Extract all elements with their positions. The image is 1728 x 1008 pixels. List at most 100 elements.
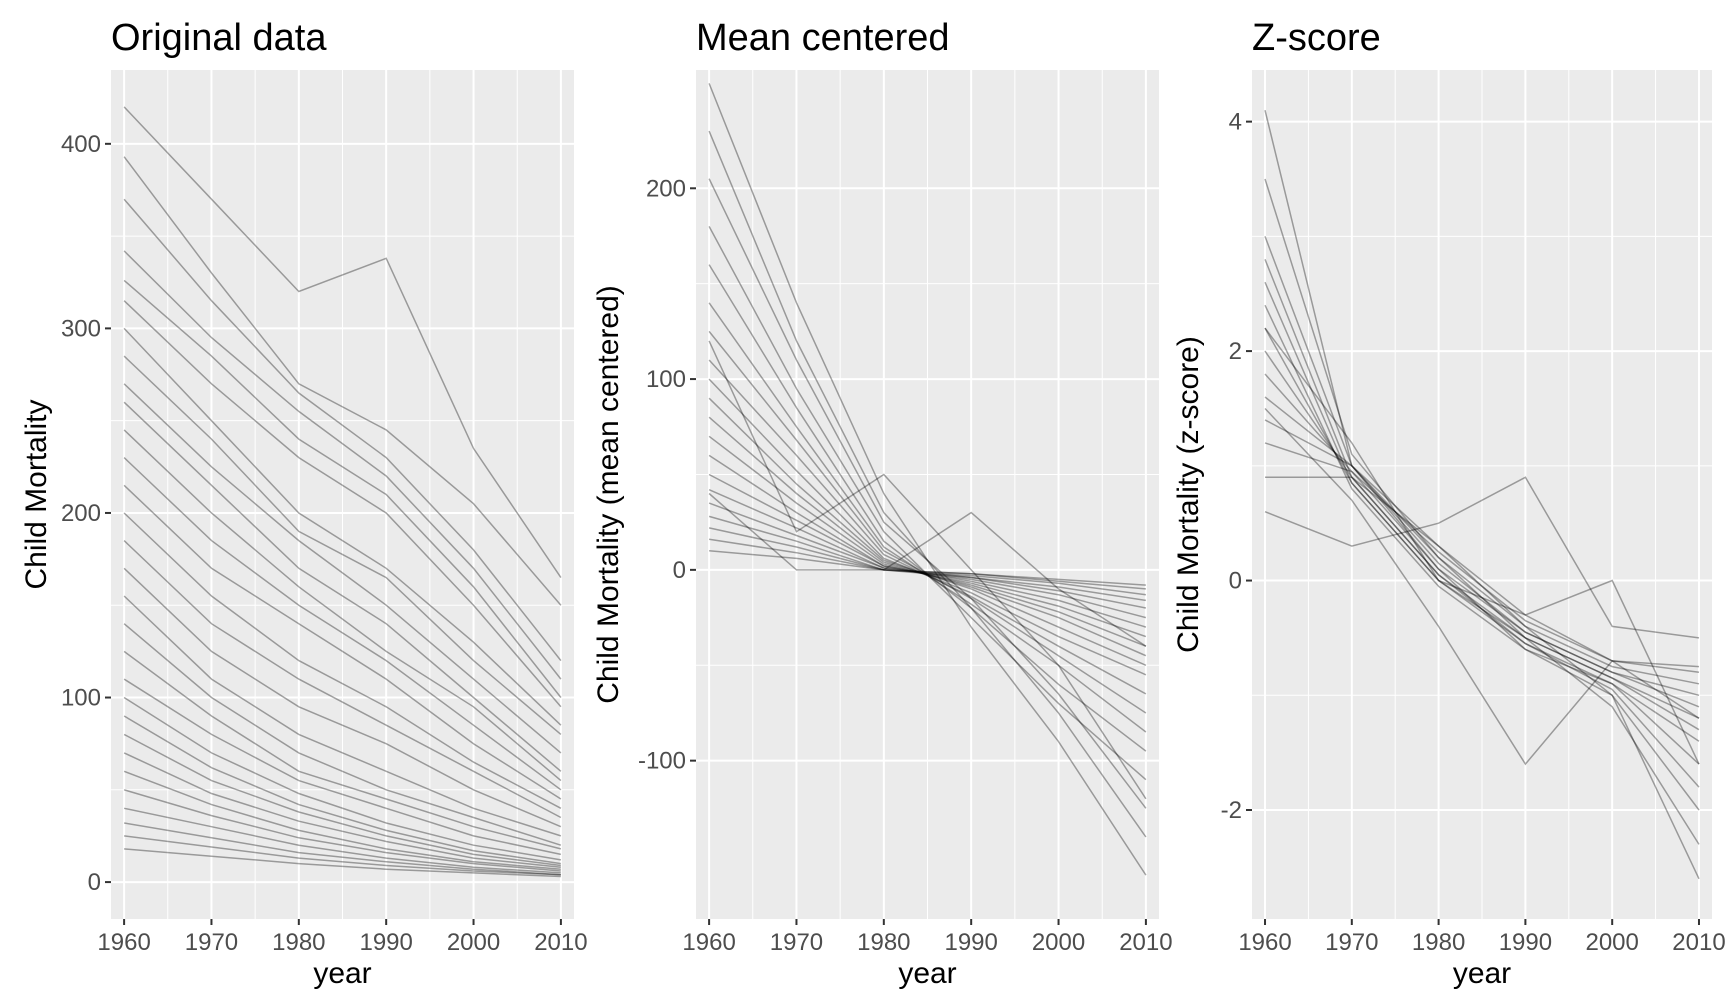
series-line [1264,476,1700,639]
y-tick-label: -100 [638,748,686,775]
series-line [123,715,562,865]
x-tick-label: 1970 [1325,929,1378,956]
series-line [124,835,561,876]
y-tick-label: 2 [1229,338,1242,365]
series-group [708,83,1147,876]
series-line [123,383,562,754]
panel-3: 1960 1970 1980 1990 2000 2010 -2 0 2 4 Z-score year… [1172,17,1726,990]
series-line [708,502,1147,609]
series-line [1264,304,1700,742]
series-line [1264,110,1700,880]
x-tick-label: 1990 [1499,929,1552,956]
y-tick-label: 100 [61,685,101,712]
x-tick-label: 2010 [1119,929,1172,956]
y-axis-title: Child Mortality [20,399,53,589]
y-axis-title: Child Mortality (mean centered) [592,285,625,704]
series-line [123,300,562,708]
series-line [123,807,561,874]
series-line [1264,350,1700,719]
series-line [708,527,1146,596]
x-tick-label: 1980 [272,929,325,956]
series-line [123,770,561,870]
x-tick-label: 2000 [1585,929,1638,956]
series-line [123,457,562,791]
series-line [708,489,1147,619]
y-tick-label: 4 [1229,109,1242,136]
x-tick-label: 2000 [1032,929,1085,956]
series-line [708,178,1147,809]
y-tick-label: 0 [88,869,101,896]
series-line [123,106,562,579]
series-line [708,359,1147,695]
x-tick-label: 1980 [1412,929,1465,956]
series-line [1264,327,1700,765]
series-line [124,848,561,878]
series-line [1264,178,1700,845]
series-line [123,327,562,726]
series-line [708,264,1147,752]
series-line [708,397,1147,666]
x-tick-label: 1990 [359,929,412,956]
x-tick-label: 2010 [534,929,587,956]
series-line [1264,396,1700,697]
series-line [123,512,562,809]
y-tick-label: 100 [646,366,686,393]
x-tick-label: 1960 [97,929,150,956]
panel-title: Mean centered [696,17,950,59]
series-line [708,130,1147,838]
series-line [708,435,1147,647]
series-line [1265,476,1700,668]
series-line [708,454,1147,638]
series-line [709,550,1146,586]
series-line [708,340,1147,800]
x-tick-label: 1970 [185,929,238,956]
series-line [708,538,1146,590]
series-line [123,540,562,819]
series-line [123,279,562,698]
panel-2: 1960 1970 1980 1990 2000 2010 -100 0 100 200 Mean … [592,17,1173,990]
y-tick-label: 300 [61,315,101,342]
series-line [708,473,1147,628]
series-line [123,484,562,800]
series-group [1264,110,1700,880]
series-line [708,515,1147,602]
series-line [123,822,561,876]
series-line [1264,327,1700,731]
series-line [1264,419,1700,685]
series-line [708,226,1147,781]
series-line [123,678,562,856]
series-line [708,83,1147,876]
series-line [708,378,1147,676]
x-tick-label: 2010 [1672,929,1725,956]
panel-title: Z-score [1252,17,1381,59]
series-line [123,401,562,772]
x-tick-label: 1960 [1238,929,1291,956]
series-line [1264,442,1700,674]
series-line [1264,373,1700,708]
series-group [123,106,562,878]
series-line [708,492,1147,647]
series-line [1264,236,1700,811]
series-line [123,752,561,869]
y-tick-label: 200 [646,175,686,202]
x-tick-label: 1970 [770,929,823,956]
series-line [123,733,561,867]
series-line [123,623,562,846]
series-line [123,595,562,837]
y-tick-label: -2 [1221,797,1242,824]
y-tick-label: 0 [673,557,686,584]
series-line [1264,407,1700,766]
series-line [123,696,562,861]
series-line [123,567,562,828]
x-tick-label: 1980 [857,929,910,956]
series-line [123,250,562,680]
panel-1: 1960 1970 1980 1990 2000 2010 0 100 200 300 400 Ori… [20,17,588,990]
y-tick-label: 0 [1229,568,1242,595]
series-line [123,355,562,735]
panel-title: Original data [111,17,327,59]
series-line [123,429,562,782]
x-axis-title: year [1453,957,1511,990]
x-axis-title: year [898,957,956,990]
series-line [708,416,1147,657]
